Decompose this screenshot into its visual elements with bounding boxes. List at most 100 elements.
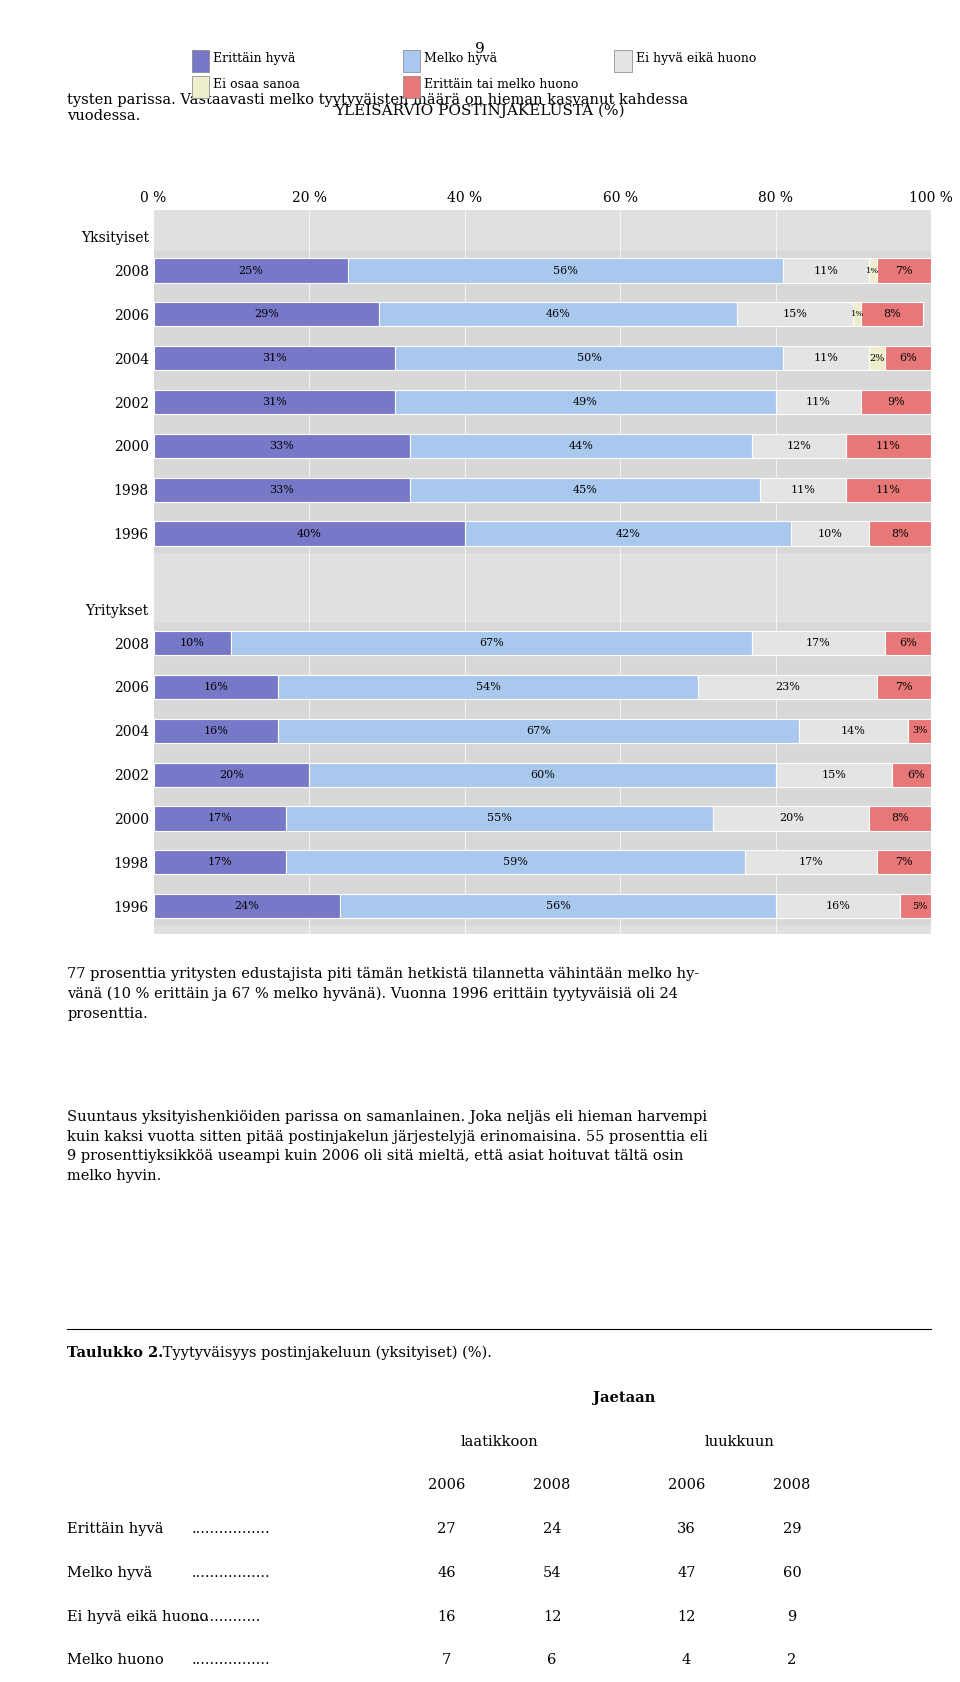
Bar — [876, 259, 931, 283]
Text: 11%: 11% — [876, 441, 900, 451]
Text: 77 prosenttia yritysten edustajista piti tämän hetkistä tilannetta vähintään mel: 77 prosenttia yritysten edustajista piti… — [67, 967, 700, 1021]
Text: 17%: 17% — [806, 637, 830, 648]
Text: 55%: 55% — [487, 814, 512, 824]
Bar — [410, 434, 753, 458]
Bar — [154, 346, 395, 370]
Text: tysten parissa. Vastaavasti melko tyytyväisten määrä on hieman kasvanut kahdessa: tysten parissa. Vastaavasti melko tyytyv… — [67, 93, 688, 123]
Bar — [753, 434, 846, 458]
Text: 11%: 11% — [790, 484, 815, 495]
Text: 11%: 11% — [814, 266, 839, 276]
Text: 1%: 1% — [866, 266, 879, 274]
Bar — [884, 346, 931, 370]
Text: 42%: 42% — [615, 528, 640, 538]
Text: 46%: 46% — [545, 309, 570, 320]
Bar — [286, 849, 745, 875]
Bar — [892, 762, 939, 787]
Bar — [799, 718, 908, 743]
Bar — [154, 259, 348, 283]
Text: 4: 4 — [682, 1653, 691, 1667]
Text: 15%: 15% — [822, 770, 847, 780]
Text: Erittäin hyvä: Erittäin hyvä — [67, 1522, 164, 1536]
Bar — [791, 521, 869, 545]
Bar — [900, 895, 939, 918]
Text: Jaetaan: Jaetaan — [593, 1391, 655, 1404]
Text: 6%: 6% — [899, 637, 917, 648]
Text: 2006: 2006 — [428, 1478, 465, 1492]
Text: 6%: 6% — [899, 353, 917, 363]
Bar — [783, 346, 869, 370]
Bar — [154, 622, 931, 927]
Text: Melko huono: Melko huono — [67, 1653, 164, 1667]
Text: 3%: 3% — [912, 727, 927, 735]
Text: 40%: 40% — [297, 528, 322, 538]
Bar — [410, 478, 760, 501]
Text: 31%: 31% — [262, 397, 287, 407]
Text: 24: 24 — [542, 1522, 562, 1536]
Text: 23%: 23% — [775, 681, 800, 691]
Bar — [154, 806, 286, 831]
Bar — [154, 674, 278, 700]
Text: 12: 12 — [542, 1610, 562, 1623]
Text: 10%: 10% — [818, 528, 843, 538]
Text: 56%: 56% — [553, 266, 578, 276]
Bar — [154, 521, 465, 545]
Bar — [154, 849, 286, 875]
Text: Erittäin hyvä: Erittäin hyvä — [213, 52, 296, 66]
Text: Ei osaa sanoa: Ei osaa sanoa — [213, 77, 300, 91]
Bar — [154, 303, 379, 326]
Bar — [395, 390, 776, 414]
Text: 17%: 17% — [207, 814, 232, 824]
Text: 8%: 8% — [883, 309, 901, 320]
Text: Erittäin tai melko huono: Erittäin tai melko huono — [424, 77, 579, 91]
Text: .................: ................. — [192, 1566, 271, 1579]
Text: .................: ................. — [192, 1653, 271, 1667]
Text: 16%: 16% — [826, 902, 851, 912]
Text: Tyytyväisyys postinjakeluun (yksityiset) (%).: Tyytyväisyys postinjakeluun (yksityiset)… — [158, 1346, 492, 1361]
Bar — [309, 762, 776, 787]
Bar — [869, 806, 931, 831]
Bar — [395, 346, 783, 370]
Text: 56%: 56% — [545, 902, 570, 912]
Bar — [876, 674, 931, 700]
Text: 15%: 15% — [782, 309, 807, 320]
Bar — [348, 259, 783, 283]
Text: Ei hyvä eikä huono: Ei hyvä eikä huono — [67, 1610, 208, 1623]
Text: 9: 9 — [787, 1610, 797, 1623]
Text: 17%: 17% — [799, 858, 823, 868]
Bar — [379, 303, 737, 326]
Bar — [869, 259, 876, 283]
Bar — [846, 478, 931, 501]
Bar — [154, 718, 278, 743]
Text: 60: 60 — [782, 1566, 802, 1579]
Bar — [783, 259, 869, 283]
Bar — [698, 674, 876, 700]
Text: 5%: 5% — [912, 902, 927, 910]
Text: 11%: 11% — [814, 353, 839, 363]
Text: 33%: 33% — [270, 484, 295, 495]
Text: 2%: 2% — [869, 353, 884, 363]
Text: 17%: 17% — [207, 858, 232, 868]
Bar — [884, 631, 931, 656]
Text: 8%: 8% — [891, 528, 909, 538]
Text: 36: 36 — [677, 1522, 696, 1536]
Text: 31%: 31% — [262, 353, 287, 363]
Text: 49%: 49% — [573, 397, 598, 407]
Text: ...............: ............... — [192, 1610, 261, 1623]
Text: 67%: 67% — [479, 637, 504, 648]
Text: 2: 2 — [787, 1653, 797, 1667]
Text: YLEISARVIO POSTINJAKELUSTA (%): YLEISARVIO POSTINJAKELUSTA (%) — [335, 103, 625, 118]
Bar — [340, 895, 776, 918]
Bar — [908, 718, 931, 743]
Text: 60%: 60% — [530, 770, 555, 780]
Text: 44%: 44% — [569, 441, 593, 451]
Bar — [154, 390, 395, 414]
Text: luukkuun: luukkuun — [705, 1435, 774, 1448]
Text: 20%: 20% — [219, 770, 244, 780]
Bar — [154, 762, 309, 787]
Text: 24%: 24% — [234, 902, 259, 912]
Text: 11%: 11% — [806, 397, 831, 407]
Text: 47: 47 — [677, 1566, 696, 1579]
Bar — [278, 718, 799, 743]
Text: 67%: 67% — [526, 725, 551, 735]
Bar — [753, 631, 884, 656]
